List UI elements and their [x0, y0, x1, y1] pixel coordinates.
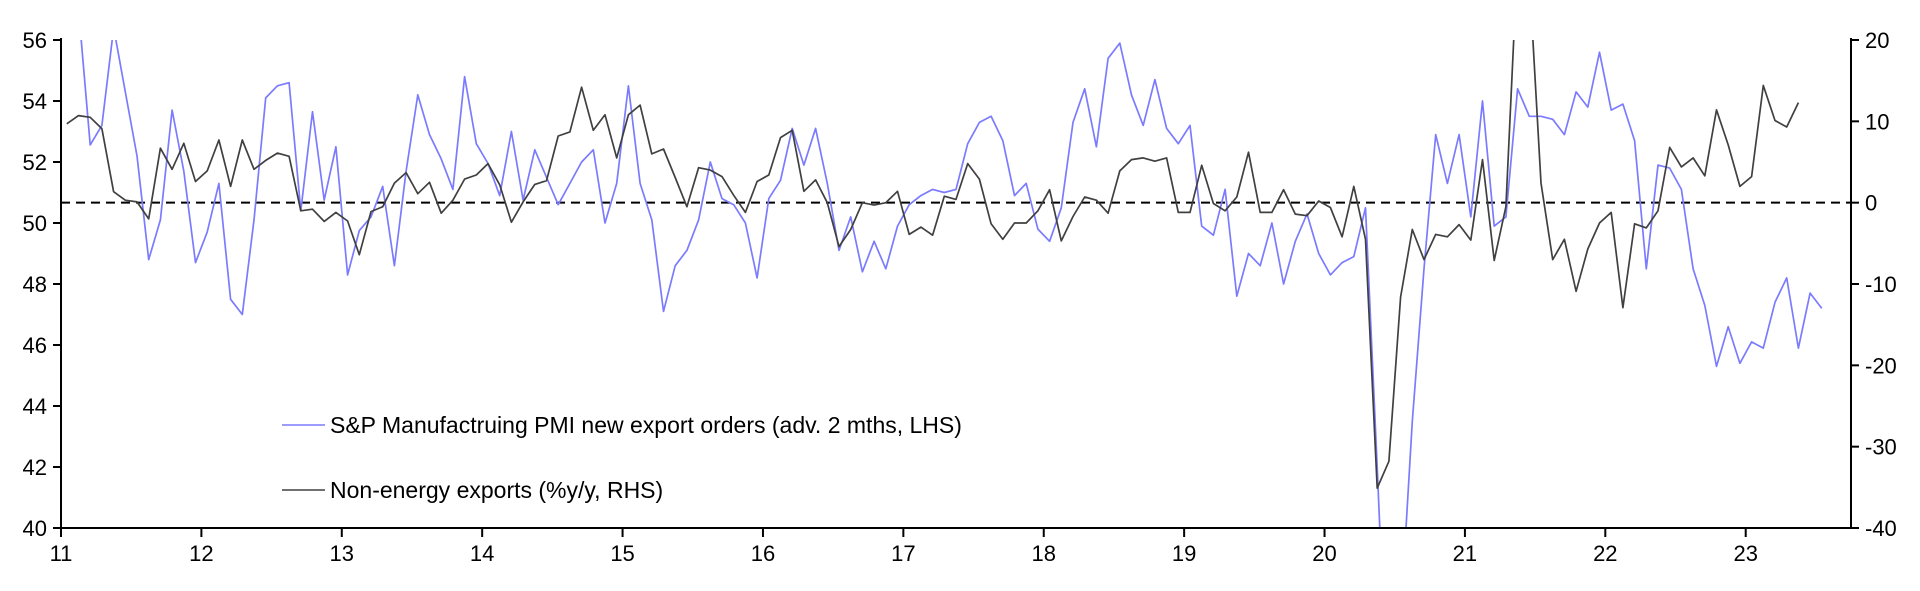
x-tick-label: 14 [470, 541, 494, 566]
legend: S&P Manufactruing PMI new export orders … [282, 412, 962, 503]
left-tick-label: 52 [23, 150, 47, 175]
right-tick-label: -20 [1865, 353, 1897, 378]
left-tick-label: 40 [23, 516, 47, 541]
x-tick-label: 20 [1312, 541, 1336, 566]
left-tick-label: 44 [23, 394, 47, 419]
x-tick-label: 19 [1172, 541, 1196, 566]
axes-layer: 40 42 44 46 48 50 52 54 56 -40 -30 -20 -10 0 10 20 11 12 1… [23, 28, 1897, 566]
x-tick-label: 21 [1453, 541, 1477, 566]
x-tick-label: 15 [610, 541, 634, 566]
left-tick-label: 54 [23, 89, 47, 114]
series-line-non-energy-exports [66, 39, 1800, 489]
right-tick-label: 20 [1865, 28, 1889, 53]
x-tick-label: 12 [189, 541, 213, 566]
x-tick-label: 13 [330, 541, 354, 566]
x-tick-label: 18 [1032, 541, 1056, 566]
left-tick-label: 42 [23, 455, 47, 480]
series-line-pmi-export-orders [80, 39, 1823, 529]
left-tick-label: 48 [23, 272, 47, 297]
left-tick-label: 56 [23, 28, 47, 53]
series-layer [66, 39, 1823, 529]
right-tick-label: -30 [1865, 435, 1897, 460]
right-tick-label: -40 [1865, 516, 1897, 541]
left-tick-label: 46 [23, 333, 47, 358]
x-tick-label: 16 [751, 541, 775, 566]
x-tick-label: 23 [1733, 541, 1757, 566]
right-tick-label: 10 [1865, 109, 1889, 134]
x-tick-label: 17 [891, 541, 915, 566]
legend-label-pmi: S&P Manufactruing PMI new export orders … [330, 412, 962, 438]
x-tick-label: 11 [50, 541, 73, 566]
legend-label-exports: Non-energy exports (%y/y, RHS) [330, 477, 663, 503]
left-tick-label: 50 [23, 211, 47, 236]
right-tick-label: 0 [1865, 191, 1877, 216]
x-tick-label: 22 [1593, 541, 1617, 566]
right-tick-label: -10 [1865, 272, 1897, 297]
